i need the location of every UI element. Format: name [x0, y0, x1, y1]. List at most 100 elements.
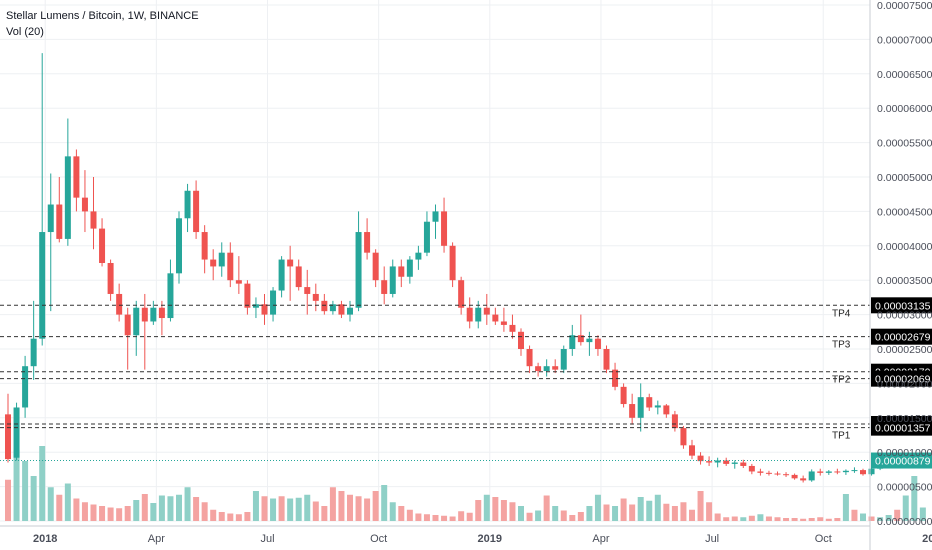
volume-bar [176, 494, 182, 521]
level-value-box [871, 419, 932, 436]
candle-body [278, 259, 285, 291]
candle-body [56, 204, 63, 239]
candle-body [637, 397, 644, 418]
time-tick-label: 2020 [922, 533, 932, 545]
candle-body [654, 405, 661, 408]
volume-bar [235, 514, 242, 521]
candle-body [398, 266, 405, 277]
price-tick-label: 0.00002000 [877, 378, 932, 390]
candle-body [22, 366, 29, 408]
volume-bar [90, 504, 97, 521]
volume-bar [449, 516, 456, 521]
candle-body [560, 349, 567, 370]
volume-bar [389, 502, 396, 521]
volume-bar [107, 507, 114, 521]
volume-bar [834, 518, 841, 521]
candle-body [577, 335, 584, 343]
volume-bar [697, 491, 704, 521]
candle-body [765, 472, 772, 474]
candle-body [64, 156, 71, 239]
volume-bar [124, 506, 131, 521]
candle-body [227, 252, 234, 281]
candle-body [569, 335, 576, 349]
candle-body [244, 283, 251, 308]
candle-body [304, 287, 311, 294]
candle-body [680, 428, 687, 446]
volume-bar [398, 506, 405, 521]
volume-bar [329, 487, 336, 521]
volume-bar [885, 515, 892, 521]
volume-bar [731, 516, 738, 521]
candle-body [218, 252, 225, 267]
candle-body [526, 349, 533, 367]
volume-bar [415, 513, 422, 521]
volume-bar [620, 498, 627, 521]
volume-bar [740, 517, 747, 521]
level-value-label: 0.00003135 [875, 300, 931, 312]
volume-bar [577, 512, 584, 521]
candle-body [791, 474, 798, 479]
volume-bar [877, 517, 884, 521]
candle-body [235, 280, 242, 284]
candle-body [552, 366, 559, 370]
candle-body [210, 259, 217, 267]
price-tick-label: 0.00007500 [877, 0, 932, 12]
volume-bar [569, 515, 576, 521]
volume-bar [808, 518, 815, 521]
price-tick-label: 0.00006500 [877, 69, 932, 81]
volume-bar [252, 491, 259, 521]
price-tick-label: 0.00007000 [877, 34, 932, 46]
candle-body [586, 338, 593, 343]
time-tick-label: Jul [705, 533, 719, 545]
candle-body [842, 470, 849, 473]
candle-body [124, 314, 131, 336]
volume-bar [423, 514, 430, 521]
volume-bar [347, 494, 353, 521]
volume-bar [22, 461, 29, 521]
candle-body [834, 471, 841, 473]
candle-body [252, 304, 259, 308]
volume-bar [372, 491, 379, 521]
volume-bar [765, 516, 772, 521]
volume-bar [868, 516, 875, 521]
candle-body [475, 307, 482, 322]
candle-body [731, 462, 738, 464]
volume-bar [167, 496, 174, 521]
volume-bar [637, 497, 644, 521]
volume-bar [825, 518, 832, 521]
candle-body [372, 252, 379, 281]
time-tick-label: Apr [592, 533, 609, 545]
volume-bar [218, 512, 225, 521]
candle-body [629, 404, 636, 418]
candle-body [321, 300, 328, 312]
volume-bar [81, 502, 88, 521]
level-layer: TP40.00003135TP30.00002679TP20.000021700… [0, 297, 932, 469]
price-tick-label: 0.00005000 [877, 172, 932, 184]
candle-body [347, 307, 353, 315]
candle-body [851, 470, 858, 472]
current-price-label: 0.00000879 [875, 456, 931, 468]
candle-body [176, 218, 182, 274]
candle-body [535, 366, 542, 372]
candle-body [620, 386, 627, 405]
volume-bar [518, 506, 524, 521]
volume-bar [381, 485, 388, 521]
volume-bar [5, 479, 11, 521]
candle-body [663, 405, 670, 415]
level-value-label: 0.00002069 [875, 374, 931, 386]
candle-body [81, 197, 88, 212]
volume-bar [73, 498, 80, 521]
candle-body [483, 307, 490, 315]
volume-bar [586, 506, 593, 521]
candle-body [287, 259, 294, 267]
volume-bar [911, 476, 918, 521]
candle-body [817, 471, 824, 473]
volume-bar [193, 497, 200, 521]
volume-bar [509, 502, 516, 521]
level-value-label: 0.00001357 [875, 423, 931, 435]
price-tick-label: 0.00004000 [877, 241, 932, 253]
volume-bar [261, 496, 268, 521]
candle-body [458, 280, 465, 308]
